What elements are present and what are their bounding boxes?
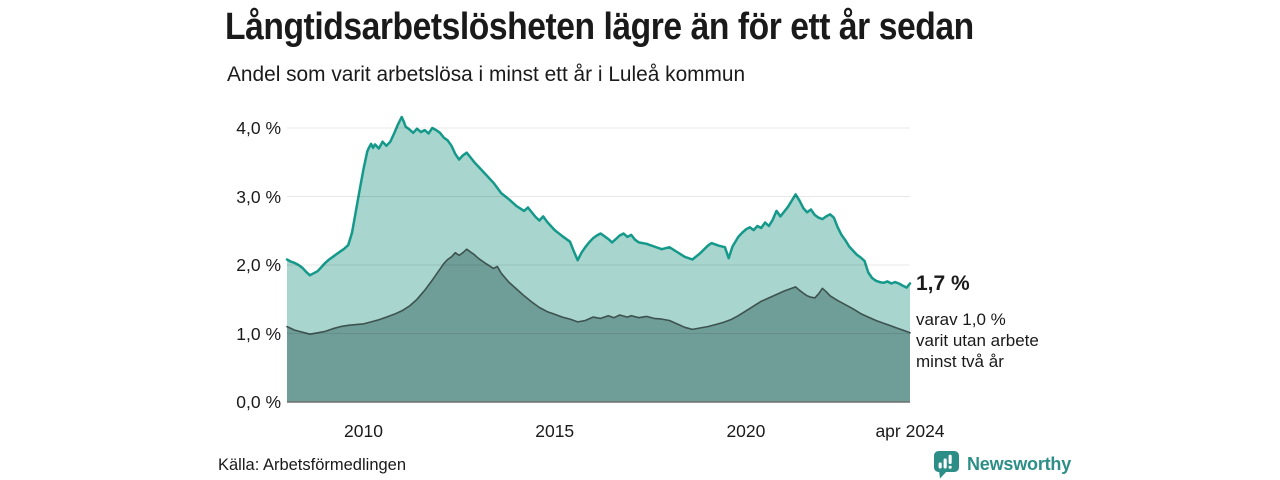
endpoint-value-label: 1,7 % — [916, 272, 970, 295]
y-tick-label: 1,0 % — [236, 323, 281, 344]
x-tick-label: 2020 — [726, 421, 766, 441]
series-line — [286, 248, 911, 335]
y-tick-label: 3,0 % — [236, 186, 281, 207]
endpoint-sub-line: varav 1,0 % — [916, 310, 1006, 329]
endpoint-sub-line: minst två år — [916, 352, 1004, 371]
newsworthy-wordmark: Newsworthy — [967, 454, 1072, 474]
newsworthy-bar-chart-icon — [934, 451, 959, 479]
source-note: Källa: Arbetsförmedlingen — [218, 456, 407, 474]
series-line — [285, 115, 912, 289]
endpoint-sub-label: varav 1,0 % varit utan arbete minst två … — [916, 309, 1039, 372]
y-tick-label: 2,0 % — [236, 255, 281, 275]
y-tick-label: 0,0 % — [236, 392, 281, 412]
y-tick-label: 4,0 % — [236, 118, 281, 138]
x-tick-label: 2015 — [535, 421, 575, 441]
series-area — [287, 249, 910, 402]
page-title: Långtidsarbetslösheten lägre än för ett … — [225, 6, 974, 48]
plot-area — [285, 115, 912, 404]
x-tick-label: 2010 — [344, 421, 383, 441]
endpoint-sub-line: varit utan arbete — [916, 331, 1039, 350]
newsworthy-logo[interactable]: Newsworthy — [933, 450, 1071, 479]
area-chart-svg — [285, 115, 912, 403]
x-tick-label: apr 2024 — [875, 421, 945, 441]
chart-subtitle: Andel som varit arbetslösa i minst ett å… — [227, 62, 746, 86]
